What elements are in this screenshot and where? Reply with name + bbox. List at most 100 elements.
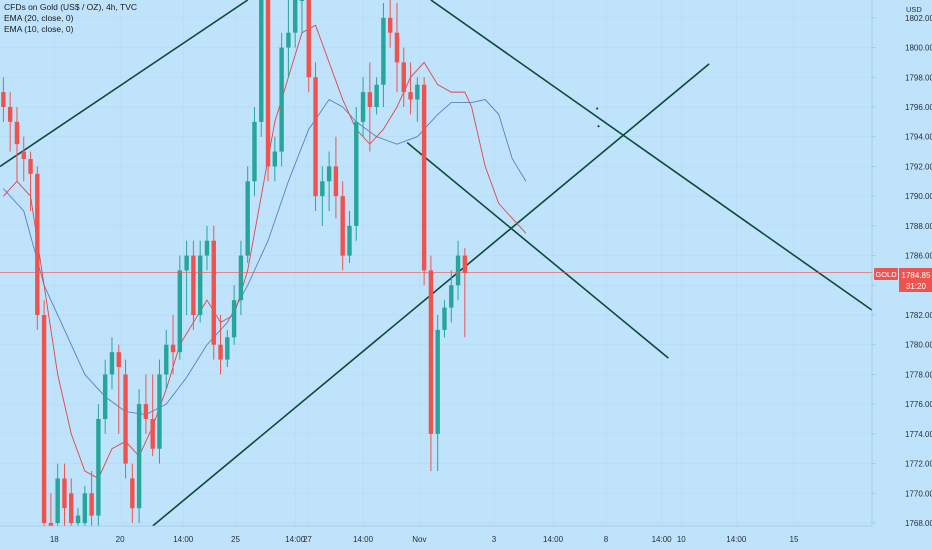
candle <box>238 240 244 316</box>
candle-body <box>347 225 352 256</box>
candle-body <box>21 151 26 159</box>
candle <box>259 0 264 137</box>
candle-body <box>374 84 379 107</box>
candle-body <box>35 173 40 316</box>
candle <box>28 151 33 211</box>
candle-body <box>102 374 108 420</box>
candle-body <box>313 77 318 197</box>
candle-body <box>299 0 305 1</box>
candle-body <box>1 92 6 107</box>
time-axis-bg[interactable] <box>0 526 932 550</box>
candle-body <box>354 121 359 226</box>
candle <box>320 166 325 226</box>
candle <box>313 62 318 211</box>
candle-body <box>394 32 400 63</box>
x-tick-label: 8 <box>604 535 609 544</box>
candle <box>415 77 420 122</box>
candle <box>286 0 291 78</box>
x-tick-label: 14:00 <box>173 535 194 544</box>
candle <box>347 210 352 263</box>
candle <box>326 151 332 211</box>
candle-body <box>387 17 393 33</box>
candle <box>245 166 250 263</box>
chart-title[interactable]: CFDs on Gold (US$ / OZ), 4h, TVC <box>4 2 138 12</box>
candle <box>7 92 13 152</box>
y-tick-label: 1778.000 <box>905 370 932 379</box>
candle <box>69 478 74 526</box>
candle-body <box>360 92 366 122</box>
y-tick-label: 1796.000 <box>905 103 932 112</box>
candle-body <box>340 196 345 256</box>
candle-body <box>401 62 406 93</box>
trendline[interactable] <box>430 0 914 340</box>
candle <box>184 240 189 316</box>
candle <box>14 106 20 182</box>
candle-body <box>197 255 203 316</box>
candle-body <box>381 17 386 85</box>
candle-body <box>462 255 468 273</box>
ema20-legend[interactable]: EMA (20, close, 0) <box>4 13 74 23</box>
candle-body <box>367 92 373 107</box>
candle-body <box>82 493 88 524</box>
candle <box>367 62 373 152</box>
candle <box>360 77 366 137</box>
candle <box>82 485 88 526</box>
trendline[interactable] <box>406 142 669 359</box>
x-tick-label: 27 <box>303 535 312 544</box>
candle-body <box>265 0 271 167</box>
candle <box>75 508 81 526</box>
candle-body <box>408 92 413 100</box>
y-tick-label: 1800.000 <box>905 44 932 53</box>
candle <box>211 225 216 360</box>
candle-body <box>123 374 128 464</box>
current-price-tag: GOLD 1784.85 31:20 <box>874 268 932 292</box>
ema10-legend[interactable]: EMA (10, close, 0) <box>4 24 74 34</box>
price-tag-box <box>899 268 932 292</box>
y-tick-label: 1772.000 <box>905 460 932 469</box>
candle <box>35 166 40 330</box>
candle-body <box>130 478 135 509</box>
candle <box>150 374 155 457</box>
candle <box>354 106 359 241</box>
x-tick-label: 10 <box>677 535 686 544</box>
candle <box>455 240 461 301</box>
trendline[interactable] <box>0 0 249 168</box>
candle <box>387 0 393 48</box>
candle-body <box>191 255 196 316</box>
candle <box>102 359 108 434</box>
candle-body <box>62 478 67 509</box>
price-axis-bg[interactable] <box>872 0 932 526</box>
candle-body <box>69 493 74 524</box>
candle-body <box>225 337 230 360</box>
y-tick-label: 1770.000 <box>905 489 932 498</box>
candle <box>123 359 128 479</box>
candle-body <box>150 419 155 449</box>
y-tick-label: 1780.000 <box>905 341 932 350</box>
candle-body <box>109 352 115 375</box>
candle <box>130 463 135 524</box>
candle-body <box>28 158 33 174</box>
ema10-line <box>3 24 527 480</box>
candle-body <box>55 478 60 524</box>
candle-body <box>116 352 121 368</box>
y-tick-label: 1788.000 <box>905 222 932 231</box>
candle <box>109 337 115 390</box>
candle <box>204 225 210 271</box>
candle-body <box>421 84 427 271</box>
x-tick-label: 14:00 <box>285 535 306 544</box>
candle-body <box>170 344 176 353</box>
candles <box>1 0 468 526</box>
candle <box>435 315 440 472</box>
candle-body <box>136 404 142 509</box>
candle <box>157 359 162 464</box>
x-tick-label: 14:00 <box>652 535 673 544</box>
y-tick-label: 1792.000 <box>905 162 932 171</box>
x-tick-label: 14:00 <box>543 535 564 544</box>
candle <box>48 493 54 526</box>
candle-body <box>286 32 291 48</box>
candle <box>408 62 413 115</box>
candle <box>164 329 169 390</box>
candle <box>62 463 67 526</box>
